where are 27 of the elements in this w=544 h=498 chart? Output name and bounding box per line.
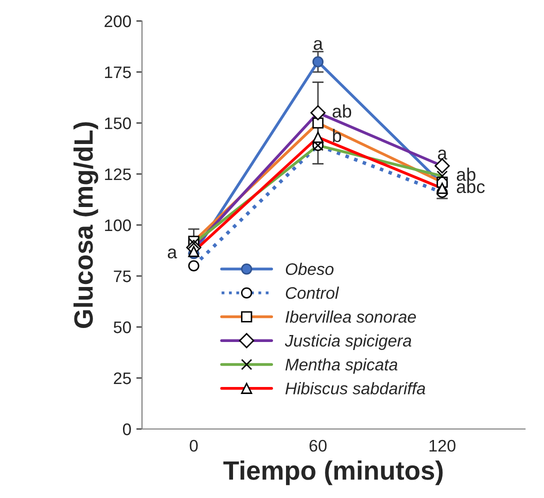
y-tick-label: 125	[105, 168, 131, 180]
point	[312, 56, 324, 68]
x-tick-label: 120	[430, 440, 456, 452]
y-tick-label: 75	[114, 270, 131, 282]
legend-label: Hibiscus sabdariffa	[285, 382, 426, 394]
legend-label: Ibervillea sonorae	[286, 310, 416, 323]
y-tick-label: 200	[104, 15, 131, 28]
x-axis-title: Tiempo (minutos)	[223, 460, 443, 486]
legend-label: Justicia spicigera	[284, 334, 412, 350]
y-tick-label: 175	[105, 66, 131, 78]
annotation: a	[438, 150, 448, 160]
y-tick-label: 150	[105, 117, 131, 130]
legend-label: Obeso	[286, 262, 334, 276]
annotation: ab	[456, 168, 476, 181]
legend-label: Mentha spicata	[285, 358, 398, 374]
y-tick-label: 25	[114, 372, 131, 384]
y-tick-label: 0	[122, 423, 131, 436]
y-tick-label: 50	[114, 321, 131, 334]
annotation: a	[168, 248, 178, 258]
annotation: a	[314, 40, 323, 50]
x-tick-label: 0	[190, 440, 198, 452]
x-tick-label: 60	[310, 440, 327, 452]
y-axis-title: Glucosa (mg/dL)	[74, 122, 98, 328]
annotation: ab	[332, 104, 352, 118]
y-tick-label: 100	[105, 219, 131, 232]
annotation: abc	[456, 180, 485, 194]
legend-label: Control	[286, 286, 340, 299]
